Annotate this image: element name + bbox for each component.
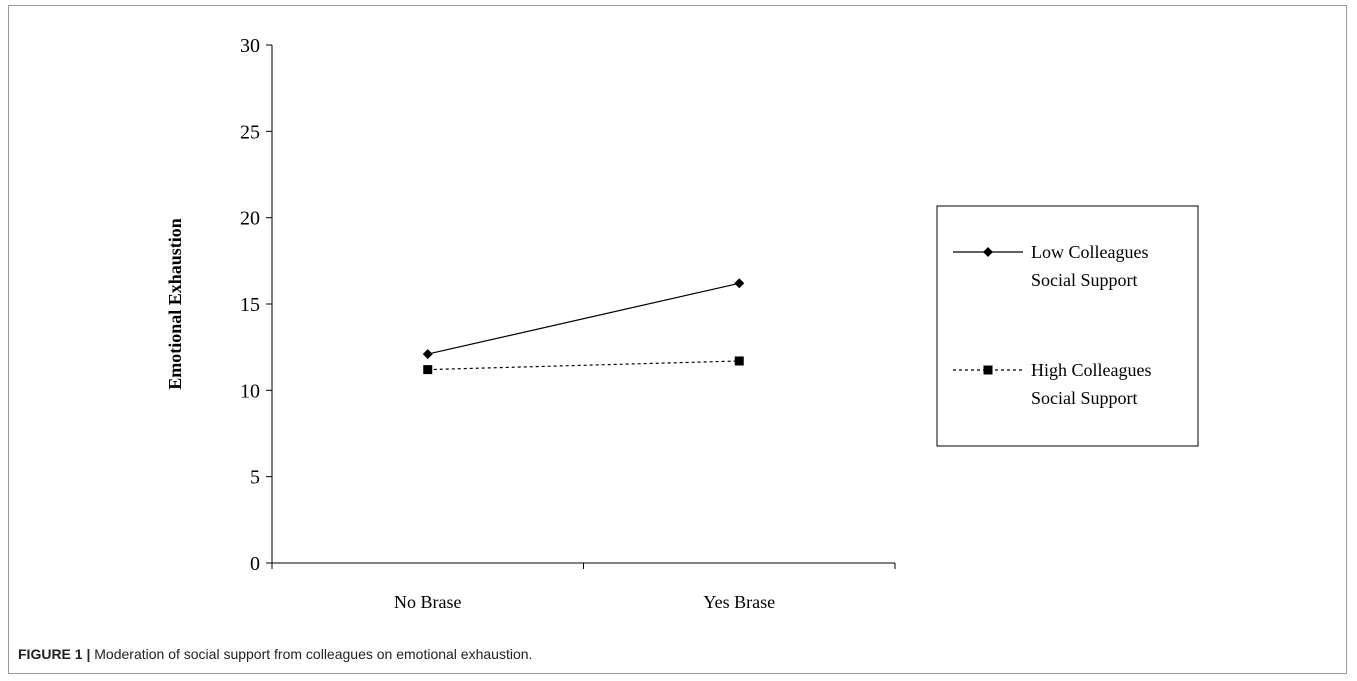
y-tick-label: 15 — [240, 294, 260, 316]
legend-label: Low Colleagues — [1031, 242, 1148, 262]
legend-box — [936, 205, 1199, 447]
figure-caption-lead: FIGURE 1 | — [18, 646, 91, 662]
y-tick-label: 5 — [250, 467, 260, 489]
x-tick-label: Yes Brase — [703, 592, 775, 612]
y-tick-label: 10 — [240, 380, 260, 402]
legend-marker — [983, 247, 993, 257]
y-tick-label: 0 — [250, 553, 260, 575]
figure-caption-text: Moderation of social support from collea… — [90, 646, 533, 662]
data-point-low-support — [422, 349, 433, 360]
legend-marker — [983, 365, 993, 375]
data-point-high-support — [734, 356, 744, 366]
data-point-low-support — [734, 278, 745, 289]
line-chart: 0 5 10 15 20 25 30 No Brase Yes Brase Emotional E… — [165, 35, 1199, 612]
figure-caption: FIGURE 1 | Moderation of social support … — [18, 646, 532, 662]
y-tick-label: 30 — [240, 35, 260, 57]
legend-label: High Colleagues — [1031, 360, 1151, 380]
series-line-high-support — [427, 360, 740, 371]
legend-label: Social Support — [1031, 270, 1138, 290]
legend-label: Social Support — [1031, 388, 1138, 408]
data-point-high-support — [423, 365, 433, 375]
y-axis-label: Emotional Exhaustion — [165, 218, 185, 390]
y-tick-label: 20 — [240, 208, 260, 230]
x-tick-label: No Brase — [394, 592, 461, 612]
y-tick-label: 25 — [240, 121, 260, 143]
series-line-low-support — [427, 282, 740, 355]
